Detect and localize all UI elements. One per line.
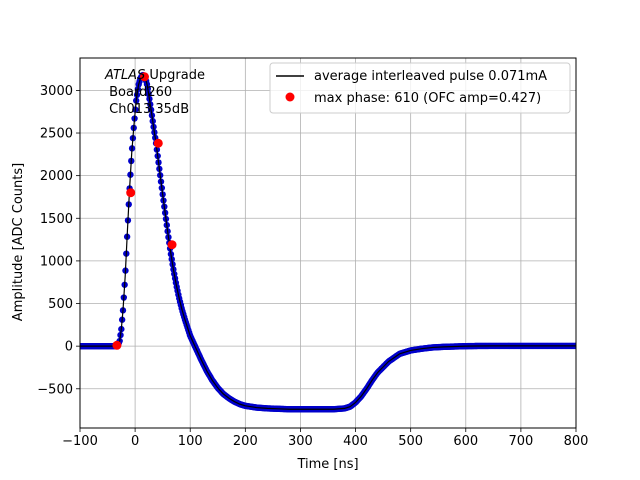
annotation-line-3: Ch013 35dB — [105, 102, 189, 117]
axes-frame — [79, 57, 577, 429]
x-tick-label: 800 — [564, 434, 589, 449]
average-pulse-line — [80, 74, 576, 410]
plot-content — [80, 71, 576, 413]
legend-box — [269, 62, 571, 114]
y-tick-label: 1000 — [40, 254, 73, 269]
legend-dot-swatch — [285, 92, 295, 102]
legend: average interleaved pulse 0.071mA max ph… — [269, 62, 571, 114]
max-phase-point — [167, 240, 177, 250]
y-tick-label: 3000 — [40, 84, 73, 99]
x-tick-label: 0 — [131, 434, 139, 449]
x-tick-label: 200 — [233, 434, 258, 449]
x-tick-label: −100 — [62, 434, 98, 449]
annotation-line-2: Board260 — [105, 85, 172, 100]
legend-entry-pulse: average interleaved pulse 0.071mA — [314, 69, 547, 84]
x-tick-label: 300 — [288, 434, 313, 449]
x-tick-label: 400 — [343, 434, 368, 449]
y-tick-label: 0 — [65, 340, 73, 355]
x-tick-label: 100 — [178, 434, 203, 449]
y-tick-label: 500 — [48, 297, 73, 312]
y-tick-label: 2500 — [40, 127, 73, 142]
annotation-line-1: ATLAS Upgrade — [104, 68, 205, 83]
max-phase-point — [126, 188, 136, 198]
x-tick-label: 700 — [508, 434, 533, 449]
annotation-upgrade: Upgrade — [145, 68, 205, 83]
annotation-block: ATLAS Upgrade Board260 Ch013 35dB — [104, 68, 205, 117]
y-tick-label: 1500 — [40, 212, 73, 227]
x-axis-label: Time [ns] — [296, 457, 358, 472]
legend-entry-max-phase: max phase: 610 (OFC amp=0.427) — [314, 91, 541, 106]
y-axis-ticks: −500 0 500 1000 1500 2000 2500 3000 — [37, 84, 80, 397]
y-tick-label: −500 — [37, 382, 73, 397]
y-axis-label: Amplitude [ADC Counts] — [11, 163, 26, 321]
x-axis-ticks: −100 0 100 200 300 400 500 600 700 800 — [62, 428, 588, 449]
max-phase-point — [153, 138, 163, 148]
max-phase-point — [139, 72, 149, 82]
x-tick-label: 500 — [398, 434, 423, 449]
x-tick-label: 600 — [453, 434, 478, 449]
annotation-atlas: ATLAS — [104, 68, 145, 83]
max-phase-point — [112, 340, 122, 350]
plot-area — [80, 71, 576, 413]
y-tick-label: 2000 — [40, 169, 73, 184]
